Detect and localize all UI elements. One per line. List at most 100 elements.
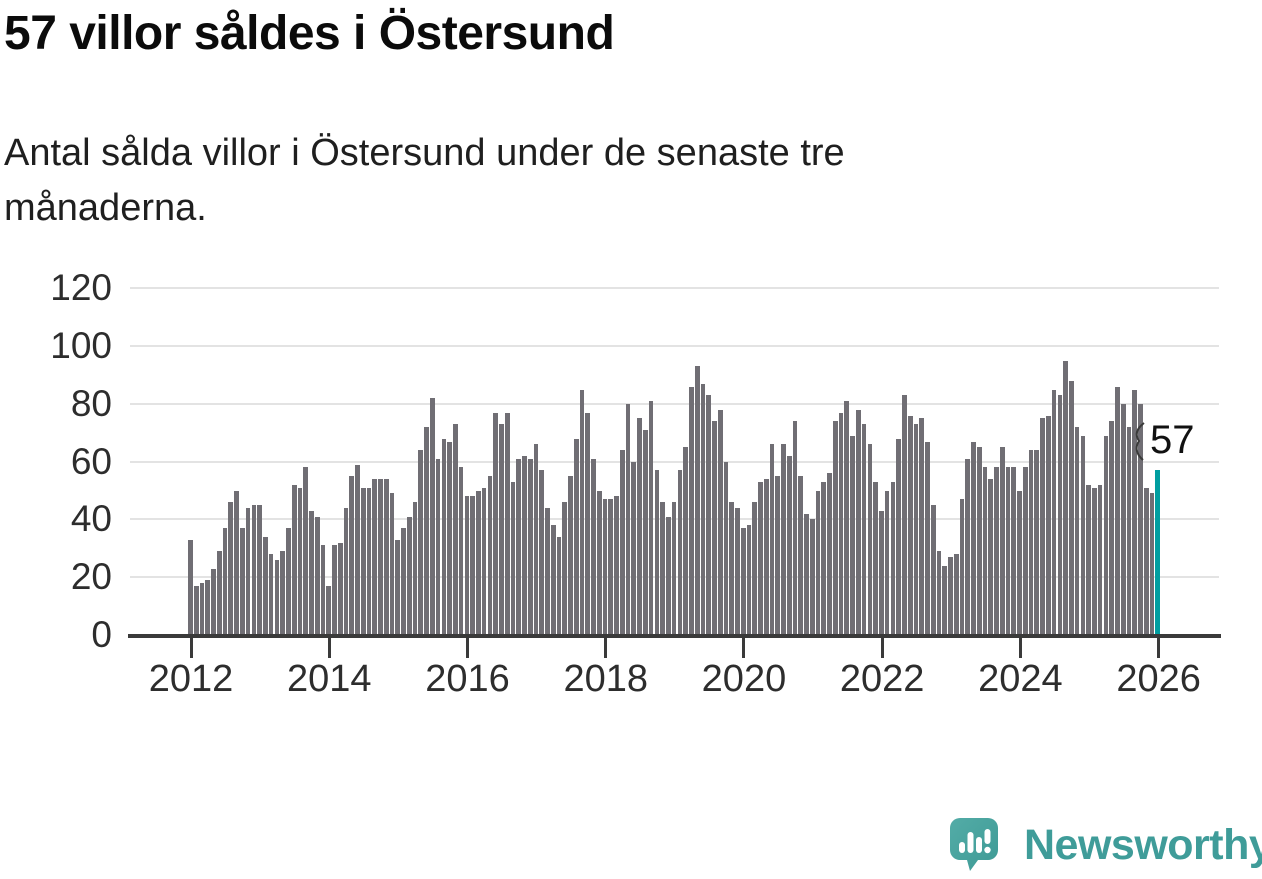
x-axis-tick [604,638,608,658]
gridline-y-80 [130,402,1219,405]
bar [522,455,527,635]
bar [395,539,401,635]
bar [666,516,671,635]
bar [228,502,234,635]
bar [579,389,585,635]
bar [199,583,205,635]
bar [245,507,251,635]
bar [884,490,890,635]
bar [337,542,343,635]
bar [856,409,861,635]
bar [487,476,493,635]
bar [418,450,424,635]
bar [999,447,1005,635]
bar [815,490,821,635]
x-axis-tick-label: 2024 [978,658,1063,700]
bar [942,565,948,635]
bar [527,458,533,635]
bar [786,455,792,635]
bar [953,554,959,635]
bar [309,510,314,635]
bar [804,513,809,635]
bar [1057,395,1063,635]
bar [389,493,395,635]
bar [550,525,556,635]
bar [349,476,355,635]
annotation-value: 57 [1150,418,1195,462]
bar [1120,403,1126,635]
bar [1126,427,1132,635]
last-value-annotation: 57 [1132,420,1195,462]
y-axis-tick-label: 20 [70,556,112,598]
bar [1143,487,1149,635]
bar [740,528,746,635]
bar [251,505,257,635]
gridline-y-120 [130,287,1219,290]
bar [320,545,326,635]
bar [424,427,429,635]
annotation-leader-line-icon [1135,422,1145,461]
x-axis-tick [880,638,884,658]
bar [677,470,683,635]
bar [648,401,654,635]
bar [1034,450,1040,635]
bar [763,479,769,635]
bar [1092,487,1097,635]
bar [476,490,481,635]
bar [1109,421,1114,635]
y-axis-tick-label: 100 [50,325,112,367]
bar [694,366,700,635]
bar [360,487,366,635]
bar [907,415,913,635]
bar [631,461,637,635]
bar [1022,467,1028,635]
subtitle-line-2: månaderna. [4,187,207,230]
bar [717,409,723,635]
bar [493,412,498,635]
bar [216,551,222,635]
bar [591,458,596,635]
bar [470,496,475,635]
bar [890,481,896,635]
bar [1011,467,1017,635]
bar [879,510,884,635]
bar [1045,415,1051,635]
highlighted-bar [1155,470,1161,635]
bar [758,481,763,635]
bar [464,496,470,635]
bar [959,499,965,635]
bar [821,481,827,635]
bar [867,444,873,635]
bar [1028,450,1034,635]
bar [429,398,435,635]
bar [769,444,775,635]
bar [994,467,999,635]
bar [222,528,228,635]
x-axis-tick-label: 2022 [839,658,925,700]
bar [1069,380,1074,635]
x-axis-tick [465,638,469,658]
bar [936,551,942,635]
x-axis-tick-label: 2018 [563,658,648,700]
y-axis-tick-label: 0 [91,614,112,655]
bar [401,528,406,635]
bar [378,479,383,635]
y-axis-tick-label: 40 [70,498,112,540]
bar [343,507,349,635]
bar [516,458,522,635]
y-axis-tick-label: 80 [70,382,112,424]
bar [643,429,648,635]
bar [573,438,579,635]
bar [297,487,303,635]
bar [792,421,798,635]
bar [671,502,677,635]
bar [625,403,631,635]
x-axis-tick [1157,638,1161,658]
bar [925,441,930,635]
bar [971,441,976,635]
bar [447,441,452,635]
bar [263,536,268,635]
bar [913,424,919,635]
bar [729,502,735,635]
bar [1138,403,1143,635]
